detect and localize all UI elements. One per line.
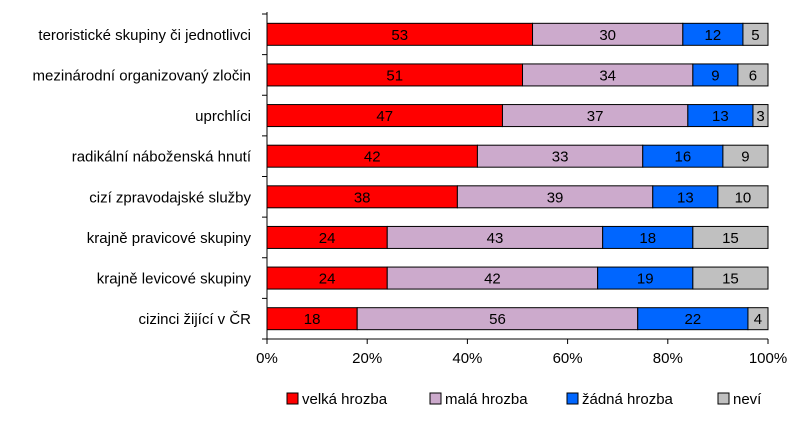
data-label: 22 [685, 311, 702, 328]
data-label: 43 [487, 230, 504, 247]
data-label: 34 [599, 67, 616, 84]
data-label: 33 [552, 149, 569, 166]
category-label: teroristické skupiny či jednotlivci [38, 27, 251, 44]
labels-layer: 53 30 12 5 teroristické skupiny či jednotliv… [33, 27, 765, 328]
legend-swatch-2 [429, 392, 442, 405]
x-tick-label: 40% [452, 350, 482, 367]
data-label: 6 [749, 67, 757, 84]
data-label: 37 [587, 108, 604, 125]
bar-segment-4-row-1 [742, 22, 769, 46]
data-label: 24 [319, 271, 336, 288]
data-label: 42 [364, 149, 381, 166]
data-label: 53 [391, 27, 408, 44]
x-tick-label: 80% [653, 350, 683, 367]
category-label: cizí zpravodajské služby [89, 189, 251, 206]
category-label: radikální náboženská hnutí [72, 149, 252, 166]
category-label: cizinci žijící v ČR [138, 311, 251, 328]
legend-swatch-4 [717, 392, 730, 405]
legend-swatch-3 [566, 392, 579, 405]
data-label: 38 [354, 189, 371, 206]
x-tick-label: 60% [553, 350, 583, 367]
legend-swatch-1 [286, 392, 299, 405]
data-label: 10 [735, 189, 752, 206]
data-label: 18 [304, 311, 321, 328]
bar-segment-4-row-5 [717, 185, 769, 209]
data-label: 15 [722, 230, 739, 247]
data-label: 51 [386, 67, 403, 84]
bar-segment-4-row-4 [722, 144, 769, 168]
bar-segment-4-row-8 [747, 307, 769, 331]
legend-label-4: neví [733, 391, 762, 408]
legend-label-3: žádná hrozba [582, 391, 674, 408]
data-label: 19 [637, 271, 654, 288]
category-label: uprchlíci [195, 108, 251, 125]
data-label: 42 [484, 271, 501, 288]
data-label: 9 [741, 149, 749, 166]
bar-segment-4-row-6 [692, 225, 769, 249]
data-label: 4 [754, 311, 762, 328]
legend: velká hrozba malá hrozba žádná hrozba neví [286, 391, 762, 408]
data-label: 5 [751, 27, 759, 44]
data-label: 15 [722, 271, 739, 288]
data-label: 24 [319, 230, 336, 247]
data-label: 39 [547, 189, 564, 206]
data-label: 9 [711, 67, 719, 84]
data-label: 56 [489, 311, 506, 328]
bar-segment-4-row-7 [692, 266, 769, 290]
data-label: 3 [756, 108, 764, 125]
category-label: krajně levicové skupiny [97, 271, 252, 288]
x-tick-label: 0% [256, 350, 278, 367]
legend-label-1: velká hrozba [302, 391, 388, 408]
category-label: mezinárodní organizovaný zločin [33, 67, 251, 84]
data-label: 47 [376, 108, 393, 125]
axes-layer: 0% 20% 40% 60% 80% 100% [256, 12, 787, 367]
bar-segment-4-row-3 [752, 104, 769, 128]
legend-label-2: malá hrozba [445, 391, 528, 408]
bar-segment-4-row-2 [737, 63, 769, 87]
x-tick-label: 100% [749, 350, 787, 367]
bars-layer [266, 22, 769, 331]
data-label: 13 [712, 108, 729, 125]
data-label: 16 [674, 149, 691, 166]
data-label: 12 [705, 27, 722, 44]
data-label: 30 [599, 27, 616, 44]
data-label: 18 [639, 230, 656, 247]
category-label: krajně pravicové skupiny [87, 230, 252, 247]
x-tick-label: 20% [352, 350, 382, 367]
data-label: 13 [677, 189, 694, 206]
